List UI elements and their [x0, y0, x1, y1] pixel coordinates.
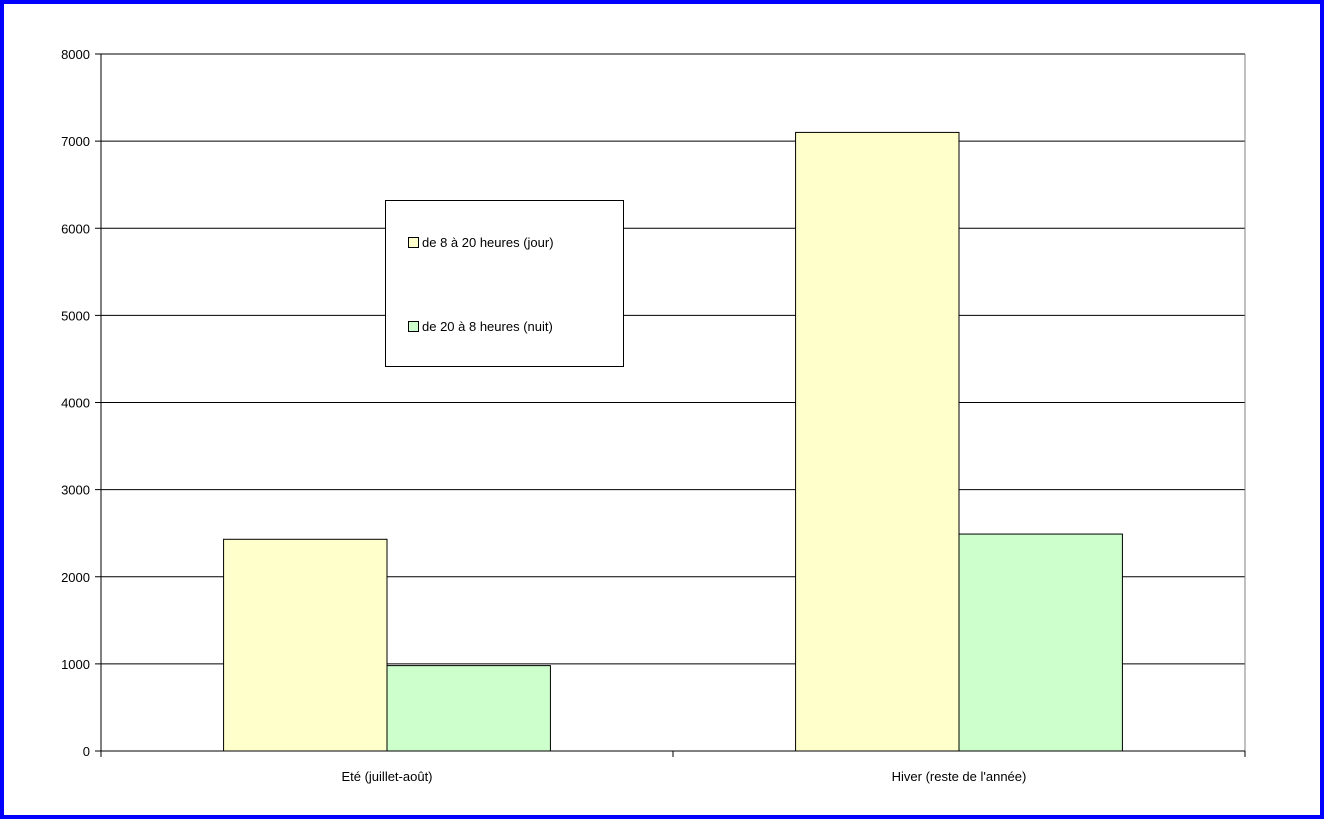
y-tick-label: 7000: [61, 134, 90, 149]
bars: [223, 131, 1123, 752]
legend-swatch-nuit: [408, 321, 419, 332]
legend-swatch-jour: [408, 237, 419, 248]
y-tick-label: 0: [83, 744, 90, 759]
y-tick-label: 8000: [61, 47, 90, 62]
y-tick-label: 3000: [61, 483, 90, 498]
y-tick-label: 1000: [61, 657, 90, 672]
x-category-label: Eté (juillet-août): [341, 769, 432, 784]
axes: [95, 53, 1246, 757]
y-tick-labels: 0 1000 2000 3000 4000 5000 6000 7000 8000: [61, 47, 90, 759]
y-tick-label: 6000: [61, 221, 90, 236]
legend-label-nuit: de 20 à 8 heures (nuit): [422, 319, 553, 334]
legend-label-jour: de 8 à 20 heures (jour): [422, 235, 554, 250]
x-category-label: Hiver (reste de l'année): [892, 769, 1027, 784]
y-tick-label: 5000: [61, 308, 90, 323]
legend: de 8 à 20 heures (jour) de 20 à 8 heures…: [385, 200, 624, 367]
bar-1-1: [958, 533, 1123, 752]
y-tick-label: 4000: [61, 396, 90, 411]
bar-0-1: [795, 131, 960, 752]
legend-item-nuit: de 20 à 8 heures (nuit): [408, 319, 553, 334]
bar-0-0: [223, 538, 388, 752]
legend-item-jour: de 8 à 20 heures (jour): [408, 235, 554, 250]
bar-1-0: [386, 665, 551, 752]
x-category-labels: Eté (juillet-août) Hiver (reste de l'anné…: [341, 769, 1026, 784]
y-tick-label: 2000: [61, 570, 90, 585]
